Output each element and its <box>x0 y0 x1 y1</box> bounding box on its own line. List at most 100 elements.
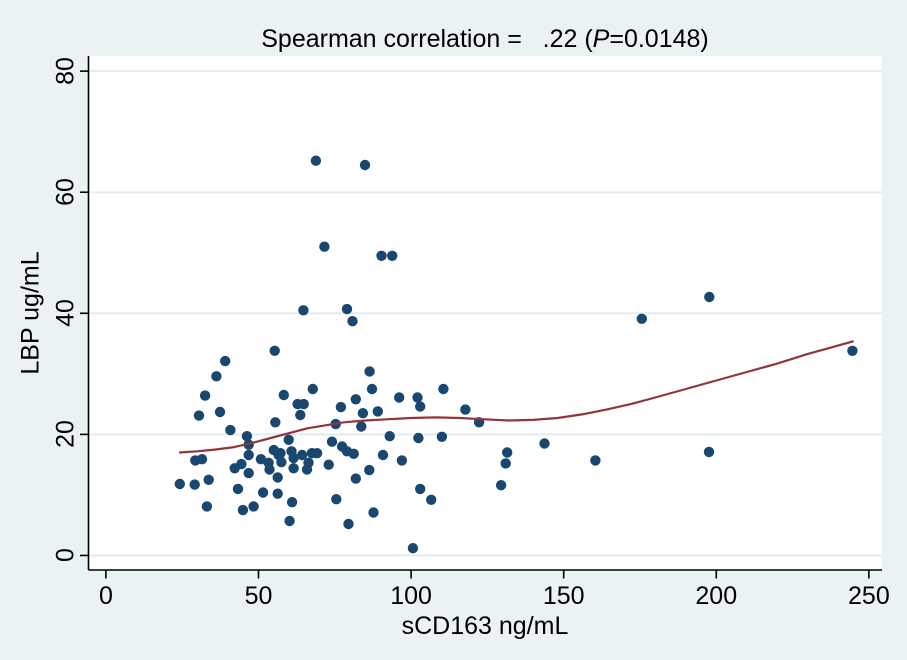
data-point <box>295 409 306 421</box>
data-point <box>201 501 213 512</box>
data-point <box>278 389 289 401</box>
data-point <box>284 515 295 527</box>
data-point <box>257 487 269 498</box>
data-point <box>343 518 354 530</box>
title-correlation-value: .22 ( <box>542 25 593 53</box>
data-point <box>220 355 231 367</box>
data-point <box>590 455 601 466</box>
data-point <box>272 488 283 499</box>
data-point <box>269 345 280 356</box>
data-point <box>255 454 267 465</box>
data-point <box>377 449 389 461</box>
data-point <box>412 392 423 403</box>
data-point <box>237 504 249 516</box>
data-point <box>283 434 294 445</box>
data-point <box>326 436 338 447</box>
data-point <box>307 383 318 395</box>
y-axis-label: LBP ug/mL <box>16 251 45 375</box>
data-point <box>310 155 322 166</box>
data-point <box>438 383 449 395</box>
y-tick-label-60: 60 <box>51 178 80 207</box>
data-point <box>286 446 297 457</box>
data-point <box>189 479 200 490</box>
y-tick-label-0: 0 <box>51 548 80 563</box>
data-point <box>394 392 405 403</box>
data-point <box>225 424 236 436</box>
data-point <box>214 406 226 418</box>
data-point <box>415 401 426 412</box>
x-tick-label-250: 250 <box>848 582 890 610</box>
data-point <box>372 406 383 417</box>
chart-title: Spearman correlation = .22 (P=0.0148) <box>88 24 882 54</box>
data-point <box>248 501 259 512</box>
data-point <box>396 455 408 466</box>
x-tick-label-200: 200 <box>695 582 738 610</box>
data-point <box>350 394 361 405</box>
data-point <box>384 431 395 442</box>
x-tick-label-50: 50 <box>244 582 273 610</box>
data-point <box>199 390 211 401</box>
data-point <box>502 447 513 458</box>
data-point <box>415 483 426 495</box>
x-tick-label-100: 100 <box>390 582 432 610</box>
data-point <box>286 497 298 508</box>
data-point <box>341 303 353 315</box>
data-point <box>272 472 283 483</box>
data-point <box>288 463 299 474</box>
data-point <box>296 449 308 461</box>
data-point <box>241 431 253 442</box>
data-point <box>331 494 342 505</box>
data-point <box>243 467 254 479</box>
data-point <box>350 473 361 484</box>
data-point <box>376 250 387 261</box>
data-point <box>387 250 398 261</box>
data-point <box>364 366 375 377</box>
data-point <box>174 478 185 490</box>
data-point <box>243 449 254 461</box>
data-point <box>539 438 550 449</box>
data-point <box>273 449 284 461</box>
data-point <box>500 458 511 469</box>
data-point <box>341 446 353 457</box>
data-point <box>703 446 715 458</box>
data-point <box>636 313 647 324</box>
data-point <box>298 398 309 410</box>
data-point <box>407 543 419 554</box>
title-text-left: Spearman correlation = <box>261 25 522 53</box>
data-point <box>298 305 309 316</box>
data-point <box>306 448 318 459</box>
data-point <box>203 474 214 485</box>
data-point <box>704 291 715 303</box>
data-point <box>495 480 507 491</box>
data-point <box>319 241 330 252</box>
x-axis-label: sCD163 ng/mL <box>401 612 569 640</box>
data-point <box>335 401 347 413</box>
title-p-symbol: P <box>592 25 610 53</box>
data-point <box>301 464 313 475</box>
y-tick-label-80: 80 <box>51 57 80 86</box>
data-point <box>460 404 471 415</box>
data-point <box>368 507 379 518</box>
data-point <box>364 464 375 476</box>
data-point <box>347 316 358 327</box>
data-point <box>323 459 334 470</box>
data-point <box>366 383 378 395</box>
data-point <box>211 371 222 382</box>
title-gap <box>522 25 543 53</box>
data-point <box>847 345 858 356</box>
y-tick-label-40: 40 <box>51 299 80 328</box>
x-tick-label-150: 150 <box>542 582 585 610</box>
data-point <box>232 483 244 495</box>
data-point <box>270 417 281 428</box>
data-point <box>359 159 371 171</box>
data-point <box>356 421 367 432</box>
lowess-line <box>179 340 854 454</box>
data-point <box>196 454 208 465</box>
data-point <box>193 410 205 421</box>
data-point <box>426 494 437 505</box>
data-point <box>236 458 247 470</box>
data-point <box>357 408 369 419</box>
x-tick-label-0: 0 <box>98 582 113 610</box>
